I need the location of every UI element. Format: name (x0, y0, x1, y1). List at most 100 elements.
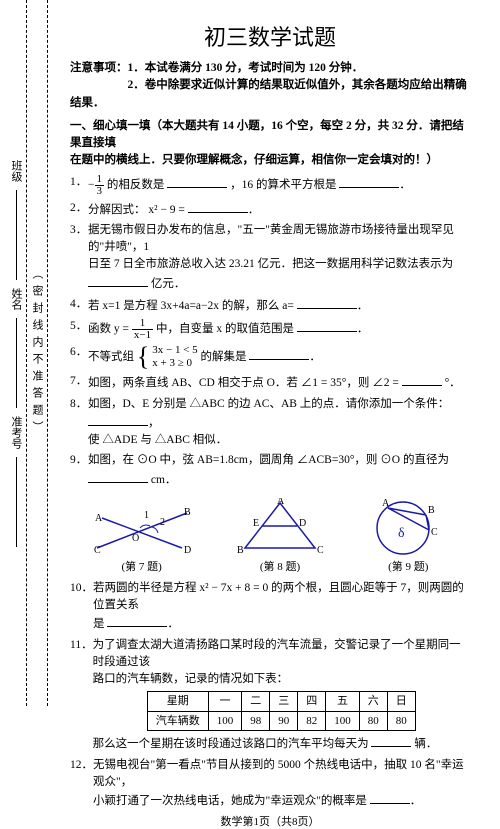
svg-text:E: E (253, 518, 259, 529)
question-8: 8． 如图，D、E 分别是 △ABC 的边 AC、AB 上的点．请你添加一个条件… (70, 396, 470, 450)
section-1-line-1: 一、细心填一填（本大题共有 14 小题，16 个空，每空 2 分，共 32 分．… (70, 118, 470, 153)
th-6: 六 (359, 692, 387, 712)
q11-table: 星期 一 二 三 四 五 六 日 汽车辆数 100 98 90 82 100 8… (147, 691, 416, 731)
q8-line-1: 如图，D、E 分别是 △ABC 的边 AC、AB 上的点．请你添加一个条件： (88, 398, 449, 410)
question-6: 6． 不等式组 { 3x − 1 < 5 x + 3 ≥ 0 的解集是 ． (70, 344, 470, 370)
svg-text:A: A (277, 498, 285, 507)
q6-text-b: 的解集是 (201, 351, 247, 363)
q1-text-b: ，16 的算术平方根是 (230, 179, 336, 191)
td-2: 90 (270, 711, 298, 731)
q10-blank (107, 614, 167, 627)
q7-text-a: 如图，两条直线 AB、CD 相交于点 O．若 ∠1 = 35°，则 ∠2 = (88, 377, 399, 389)
svg-text:C: C (431, 527, 438, 538)
figure-9-caption: (第 9 题) (368, 558, 448, 574)
q10-expr: x² − 7x + 8 = 0 (199, 582, 268, 594)
q2-expr: x² − 9 = (148, 204, 185, 216)
q1-blank-1 (167, 175, 227, 188)
td-5: 80 (359, 711, 387, 731)
q10-text-c: 是 (93, 618, 105, 630)
q3-num: 3． (70, 222, 88, 293)
q1-num: 1． (70, 174, 88, 197)
q3-line-1: 据无锡市假日办发布的信息，"五一"黄金周无锡旅游市场接待量出现罕见的"井喷"，1 (88, 224, 454, 253)
q3-blank (88, 274, 148, 287)
th-3: 三 (270, 692, 298, 712)
td-4: 100 (326, 711, 360, 731)
q11-num: 11． (70, 637, 93, 754)
q3-line-3: 亿元． (151, 278, 186, 290)
notice: 注意事项：1．本试卷满分 130 分，考试时间为 120 分钟． 2．卷中除要求… (70, 60, 470, 112)
q6-ineq-1: 3x − 1 < 5 (152, 344, 197, 356)
svg-text:C: C (317, 545, 324, 556)
q11-blank (371, 734, 411, 747)
q10-text-a: 若两圆的半径是方程 (93, 582, 197, 594)
question-1: 1． −13 的相反数是 ，16 的算术平方根是 ． (70, 174, 470, 197)
td-label: 汽车辆数 (147, 711, 208, 731)
svg-text:O: O (132, 533, 139, 544)
td-3: 82 (298, 711, 326, 731)
q5-text-b: 中，自变量 x 的取值范围是 (156, 323, 294, 335)
svg-text:1: 1 (144, 510, 149, 521)
q3-line-2: 日至 7 日全市旅游总收入达 23.21 亿元．把这一数据用科学记数法表示为 (88, 258, 453, 270)
name-line (16, 318, 17, 408)
svg-text:B: B (237, 545, 244, 556)
q4-num: 4． (70, 296, 88, 315)
q12-num: 12． (70, 757, 93, 811)
q11-line-1: 为了调查太湖大道清扬路口某时段的汽车流量，交警记录了一个星期同一时段通过该 (93, 639, 461, 668)
q2-text: 分解因式： (88, 204, 146, 216)
section-1-heading: 一、细心填一填（本大题共有 14 小题，16 个空，每空 2 分，共 32 分．… (70, 118, 470, 170)
q12-line-1: 无锡电视台"第一看点"节目从接到的 5000 个热线电话中，抽取 10 名"幸运… (93, 759, 464, 788)
q10-num: 10． (70, 580, 93, 634)
figure-8: A E D B C (第 8 题) (235, 498, 325, 574)
q9-text-b: cm． (151, 474, 177, 486)
th-5: 五 (326, 692, 360, 712)
q7-blank (402, 373, 442, 386)
question-12: 12． 无锡电视台"第一看点"节目从接到的 5000 个热线电话中，抽取 10 … (70, 757, 470, 811)
figure-7-caption: (第 7 题) (92, 558, 192, 574)
q1-text-a: 的相反数是 (107, 179, 165, 191)
notice-line-2: 2．卷中除要求近似计算的结果取近似值外，其余各题均应给出精确结果． (70, 77, 470, 112)
figure-8-caption: (第 8 题) (235, 558, 325, 574)
table-data-row: 汽车辆数 100 98 90 82 100 80 80 (147, 711, 415, 731)
svg-text:C: C (94, 545, 101, 556)
class-label: 班级 (8, 156, 24, 186)
svg-text:D: D (184, 545, 191, 556)
q7-text-b: °． (445, 377, 461, 389)
notice-line-1: 注意事项：1．本试卷满分 130 分，考试时间为 120 分钟． (70, 60, 470, 77)
q6-ineq-2: x + 3 ≥ 0 (152, 357, 192, 369)
question-9: 9． 如图，在 ⊙O 中，弦 AB=1.8cm，圆周角 ∠ACB=30°，则 ⊙… (70, 452, 470, 489)
question-7: 7． 如图，两条直线 AB、CD 相交于点 O．若 ∠1 = 35°，则 ∠2 … (70, 373, 470, 392)
q2-num: 2． (70, 200, 88, 219)
seal-dotline-2 (47, 0, 48, 706)
th-7: 日 (387, 692, 415, 712)
td-0: 100 (208, 711, 242, 731)
q6-blank (249, 347, 309, 360)
q9-blank (88, 470, 148, 483)
td-6: 80 (387, 711, 415, 731)
q1-blank-2 (339, 175, 399, 188)
q4-blank (297, 296, 357, 309)
q6-num: 6． (70, 344, 88, 370)
figure-9: A B C δ (第 9 题) (368, 493, 448, 574)
q11-line-3: 那么这一个星期在该时段通过该路口的汽车平均每天为 (93, 738, 369, 750)
name-label: 姓名 (8, 284, 24, 314)
svg-text:2: 2 (160, 517, 165, 528)
q8-num: 8． (70, 396, 88, 450)
q9-num: 9． (70, 452, 88, 489)
q4-text: 若 x=1 是方程 3x+4a=a−2x 的解，那么 a= (88, 300, 294, 312)
question-5: 5． 函数 y = 1x−1 中，自变量 x 的取值范围是 ． (70, 318, 470, 341)
q5-text-a: 函数 y = (88, 323, 129, 335)
question-11: 11． 为了调查太湖大道清扬路口某时段的汽车流量，交警记录了一个星期同一时段通过… (70, 637, 470, 754)
page-footer: 数学第1页（共8页） (70, 813, 470, 829)
th-2: 二 (242, 692, 270, 712)
q5-blank (297, 319, 357, 332)
q11-line-2: 路口的汽车辆数，记录的情况如下表： (93, 673, 289, 685)
binding-margin: 班级 姓名 准考号 （密封线内不准答题） (8, 0, 63, 706)
q12-line-2: 小颖打通了一次热线电话，她成为"幸运观众"的概率是 (93, 795, 367, 807)
svg-text:D: D (299, 518, 306, 529)
seal-note: （密封线内不准答题） (29, 268, 45, 438)
q8-blank (88, 413, 148, 426)
question-10: 10． 若两圆的半径是方程 x² − 7x + 8 = 0 的两个根，且圆心距等… (70, 580, 470, 634)
q12-blank (370, 791, 410, 804)
svg-text:A: A (382, 498, 390, 509)
q2-blank (188, 200, 248, 213)
